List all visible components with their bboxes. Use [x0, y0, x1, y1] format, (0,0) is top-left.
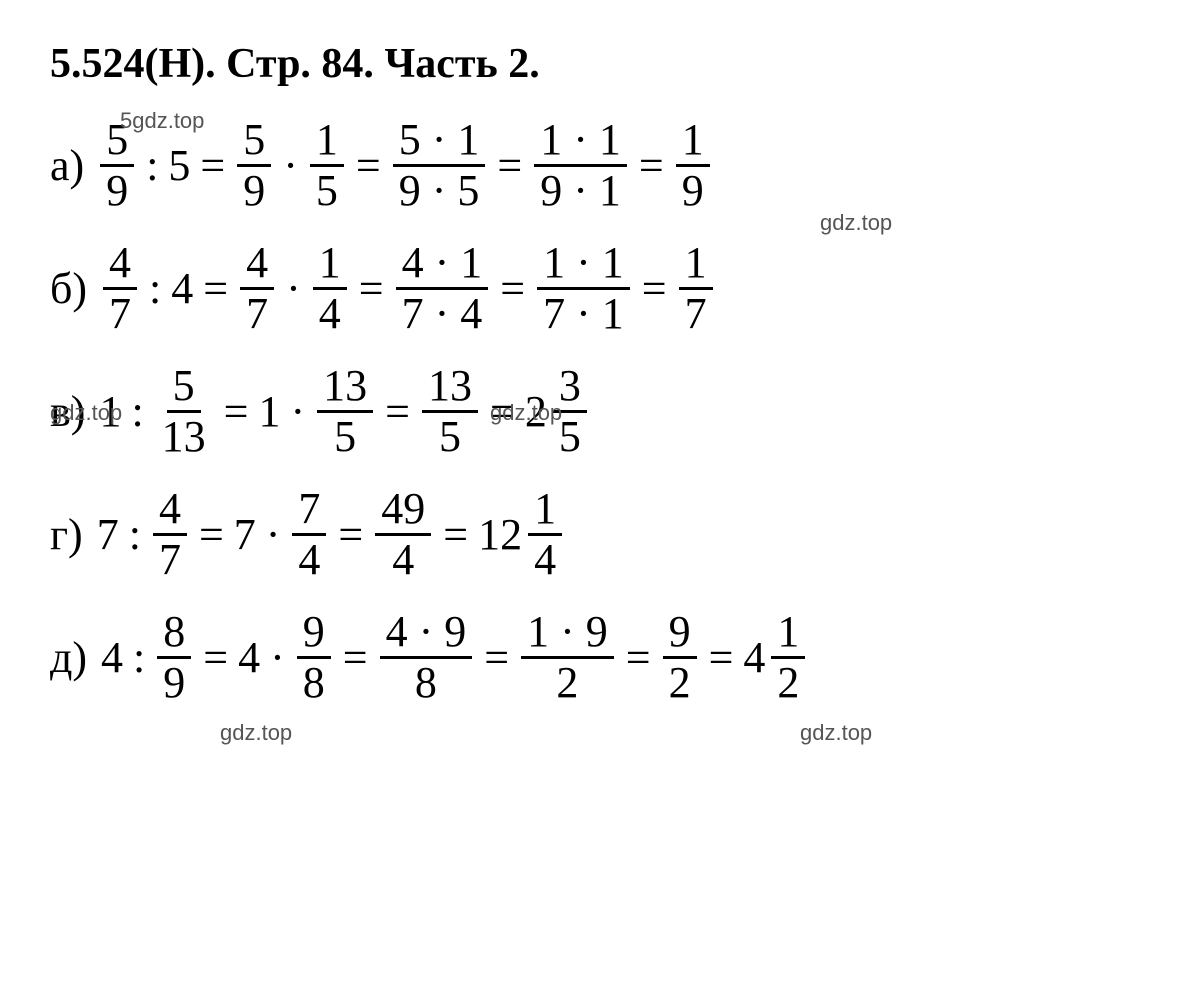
- mixed-number: 4 1 2: [741, 610, 809, 705]
- watermark: gdz.top: [220, 720, 292, 746]
- fraction: 1 · 9 2: [521, 610, 614, 705]
- fraction: 4 · 9 8: [380, 610, 473, 705]
- watermark: gdz.top: [50, 400, 122, 426]
- watermark: 5gdz.top: [120, 108, 204, 134]
- problem-header: 5.524(Н). Стр. 84. Часть 2.: [50, 40, 1153, 88]
- fraction: 5 9: [237, 118, 271, 213]
- fraction: 1 · 1 9 · 1: [534, 118, 627, 213]
- equation-b: б) 4 7 : 4 = 4 7 · 1 4 = 4 · 1 7 · 4 = 1…: [50, 241, 1153, 336]
- equation-g: г) 7 : 4 7 = 7 · 7 4 = 49 4 = 12 1 4: [50, 487, 1153, 582]
- fraction: 4 · 1 7 · 4: [396, 241, 489, 336]
- fraction: 13 5: [422, 364, 478, 459]
- fraction: 9 2: [663, 610, 697, 705]
- equation-a: а) 5 9 : 5 = 5 9 · 1 5 = 5 · 1 9 · 5 = 1…: [50, 118, 1153, 213]
- page-ref: Стр. 84.: [226, 41, 374, 87]
- fraction: 4 7: [153, 487, 187, 582]
- mixed-number: 12 1 4: [476, 487, 566, 582]
- equation-v: в) 1 : 5 13 = 1 · 13 5 = 13 5 = 2 3 5: [50, 364, 1153, 459]
- watermark: gdz.top: [800, 720, 872, 746]
- fraction: 1 · 1 7 · 1: [537, 241, 630, 336]
- fraction: 4 7: [103, 241, 137, 336]
- fraction: 1 4: [313, 241, 347, 336]
- part-ref: Часть 2.: [384, 41, 539, 87]
- fraction: 1 2: [771, 610, 805, 705]
- fraction: 8 9: [157, 610, 191, 705]
- fraction: 1 7: [679, 241, 713, 336]
- fraction: 49 4: [375, 487, 431, 582]
- fraction: 1 5: [310, 118, 344, 213]
- fraction: 7 4: [292, 487, 326, 582]
- problem-number: 5.524(Н).: [50, 41, 216, 87]
- label-g: г): [50, 509, 83, 560]
- fraction: 5 13: [156, 364, 212, 459]
- watermark: gdz.top: [490, 400, 562, 426]
- fraction: 13 5: [317, 364, 373, 459]
- fraction: 4 7: [240, 241, 274, 336]
- fraction: 9 8: [297, 610, 331, 705]
- label-d: д): [50, 632, 87, 683]
- equation-d: д) 4 : 8 9 = 4 · 9 8 = 4 · 9 8 = 1 · 9 2…: [50, 610, 1153, 705]
- fraction: 1 4: [528, 487, 562, 582]
- fraction: 5 · 1 9 · 5: [393, 118, 486, 213]
- label-b: б): [50, 263, 87, 314]
- fraction: 1 9: [676, 118, 710, 213]
- label-a: а): [50, 140, 84, 191]
- watermark: gdz.top: [820, 210, 892, 236]
